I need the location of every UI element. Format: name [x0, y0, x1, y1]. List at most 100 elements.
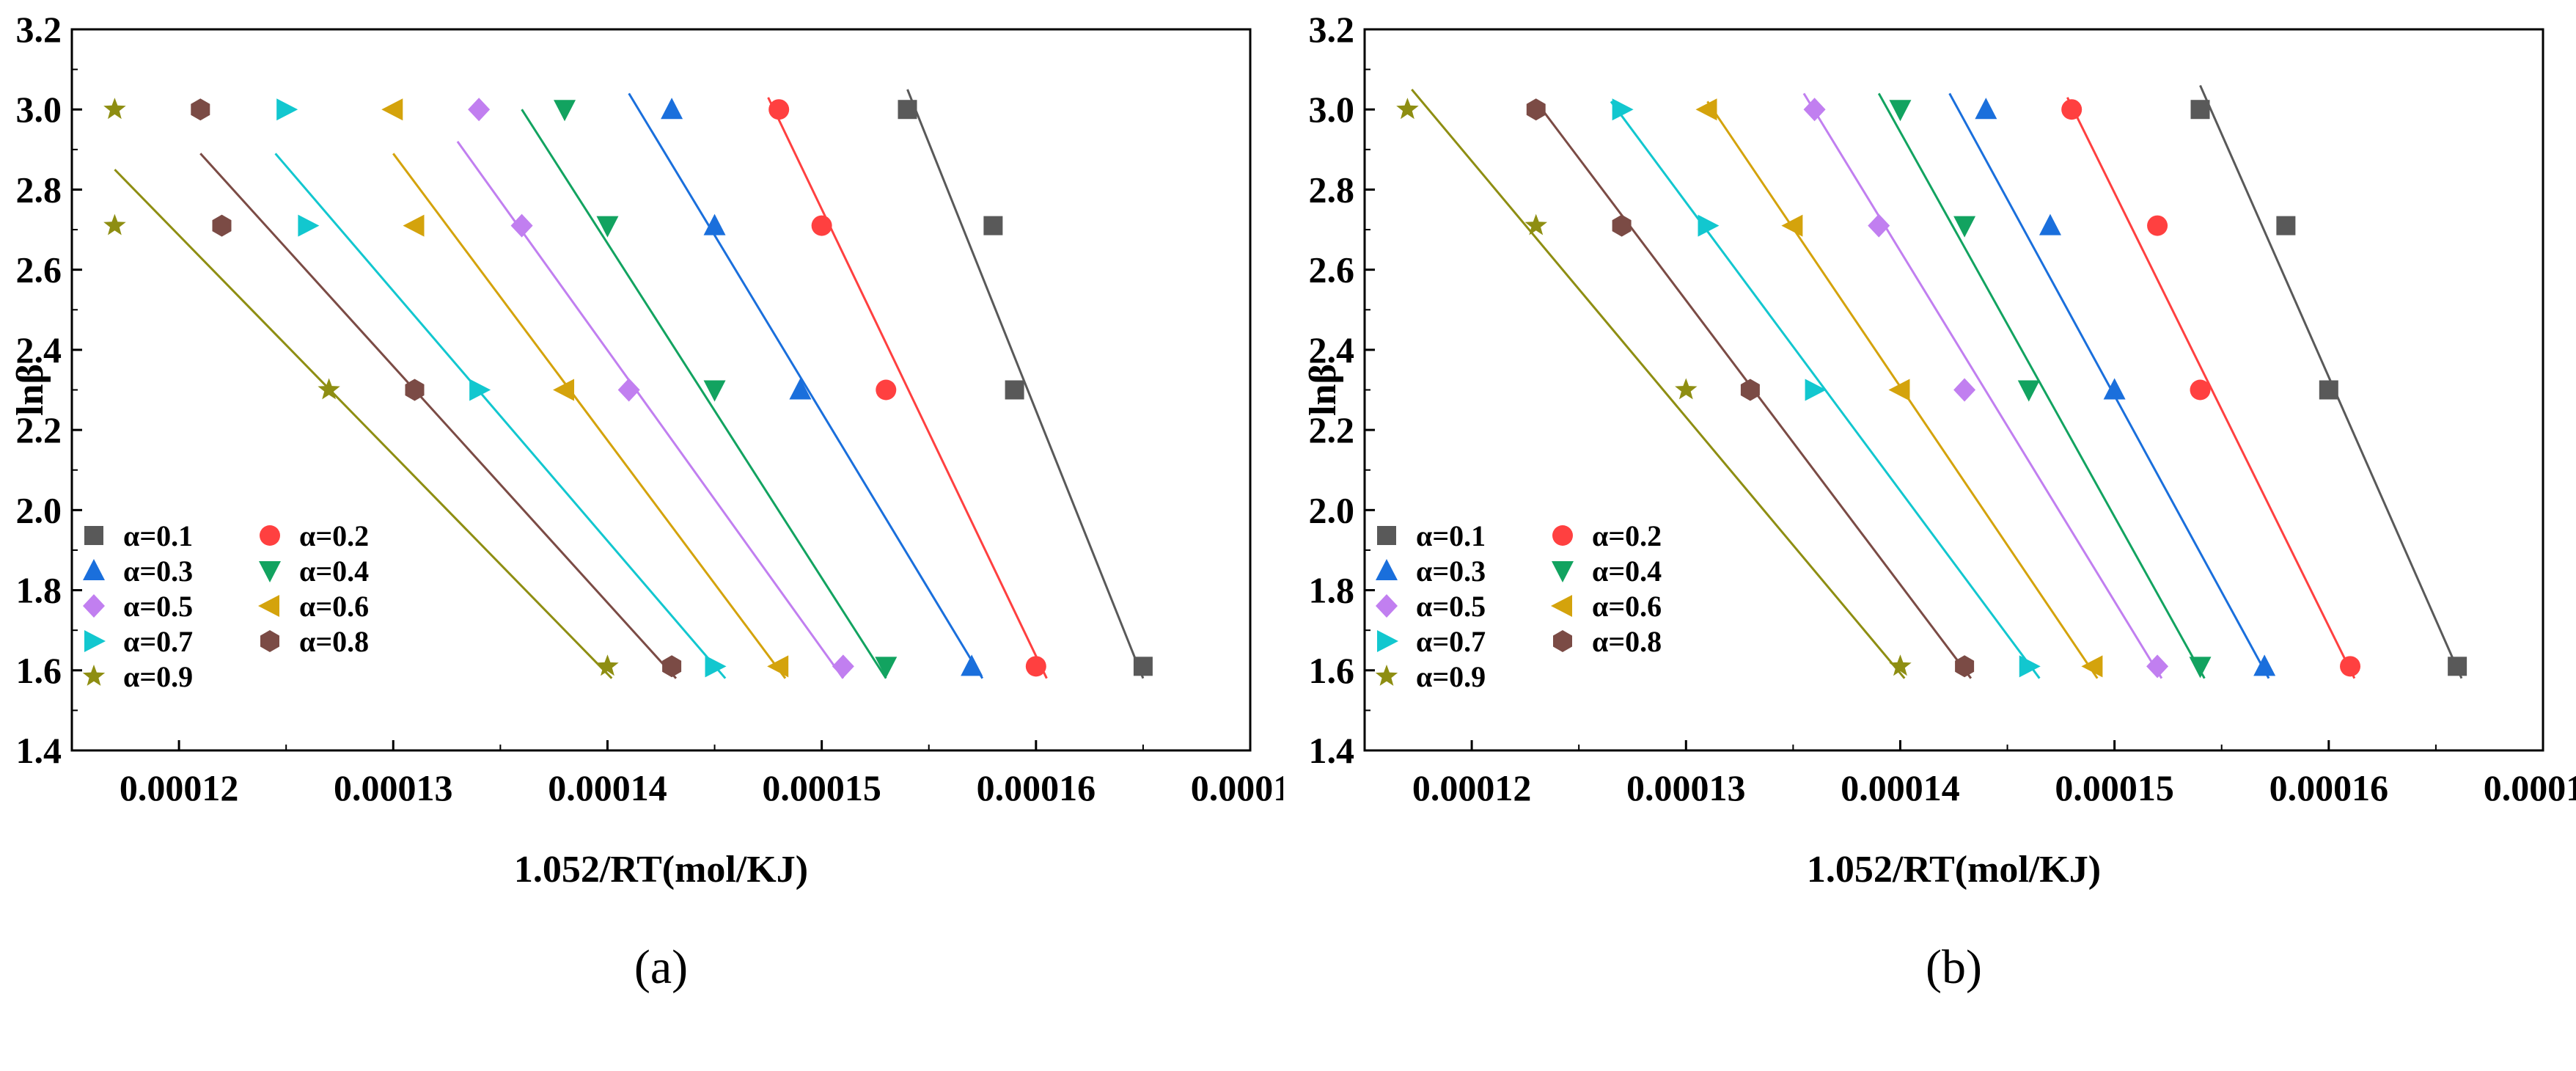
- data-point: [1675, 378, 1698, 400]
- data-point: [876, 379, 897, 401]
- fit-line: [1411, 88, 1906, 679]
- x-tick-label: 0.00015: [762, 767, 881, 808]
- fit-line: [906, 89, 1145, 679]
- legend-marker: [84, 526, 103, 545]
- x-tick-label: 0.00016: [2269, 767, 2389, 808]
- fit-lines: [1411, 84, 2463, 679]
- data-point: [596, 216, 619, 238]
- y-tick-label: 2.8: [1309, 169, 1355, 210]
- data-point: [662, 655, 682, 678]
- y-tick-label: 2.8: [16, 169, 62, 210]
- data-point: [1612, 98, 1634, 121]
- panel-label: (a): [634, 940, 688, 994]
- legend-entry: α=0.1: [123, 519, 193, 552]
- legend-entry: α=0.1: [1416, 519, 1486, 552]
- legend-marker: [1375, 665, 1398, 686]
- legend-entry: α=0.7: [1416, 625, 1486, 658]
- fit-line: [521, 109, 887, 679]
- x-tick-label: 0.00016: [977, 767, 1096, 808]
- data-point: [1396, 98, 1419, 120]
- scatter-chart-a: 1.41.61.82.02.22.42.62.83.03.20.00012 0.0…: [10, 9, 1283, 994]
- data-point: [1889, 100, 1912, 122]
- legend-marker: [1552, 561, 1574, 582]
- fit-line: [392, 153, 787, 679]
- legend-entry: α=0.9: [123, 660, 193, 693]
- data-point: [403, 214, 425, 237]
- y-tick-label: 3.0: [16, 89, 62, 130]
- legend-marker: [260, 525, 280, 546]
- data-point: [705, 655, 727, 678]
- data-point: [510, 213, 533, 238]
- fit-line: [114, 169, 613, 679]
- legend-entry: α=0.6: [1592, 590, 1662, 623]
- data-point: [2190, 100, 2210, 120]
- data-point: [2061, 99, 2083, 120]
- y-tick-label: 2.0: [1309, 489, 1355, 530]
- data-point: [1698, 214, 1720, 237]
- data-point: [2340, 656, 2361, 677]
- y-tick-label: 2.4: [1309, 329, 1355, 370]
- data-point: [469, 379, 491, 401]
- y-tick-label: 3.2: [16, 9, 62, 50]
- data-points: [1396, 98, 2467, 679]
- x-tick-label: 0.00014: [548, 767, 667, 808]
- y-tick-label: 3.2: [1309, 9, 1355, 50]
- data-point: [1889, 654, 1912, 676]
- data-point: [2146, 654, 2169, 679]
- data-point: [617, 378, 640, 402]
- data-point: [1695, 98, 1717, 121]
- data-point: [898, 100, 917, 120]
- legend-marker: [1377, 630, 1398, 652]
- data-point: [1953, 216, 1976, 238]
- data-point: [468, 98, 491, 122]
- legend-entry: α=0.9: [1416, 660, 1486, 693]
- x-tick-label: 0.00013: [1626, 767, 1746, 808]
- data-points: [103, 98, 1153, 679]
- fit-line: [628, 92, 984, 679]
- y-axis-title: lnβ: [1302, 364, 1344, 416]
- legend-entry: α=0.2: [299, 519, 369, 552]
- fit-line: [1948, 92, 2270, 679]
- legend-entry: α=0.7: [123, 625, 193, 658]
- data-point: [103, 213, 126, 235]
- data-point: [983, 216, 1003, 235]
- legend-entry: α=0.2: [1592, 519, 1662, 552]
- data-point: [661, 98, 683, 120]
- x-tick-label: 0.00017: [1191, 767, 1283, 808]
- y-tick-label: 1.8: [1309, 570, 1355, 611]
- legend-entry: α=0.5: [123, 590, 193, 623]
- data-point: [553, 379, 575, 401]
- data-point: [2147, 215, 2168, 236]
- legend-marker: [259, 561, 281, 582]
- data-point: [405, 379, 425, 401]
- data-point: [1133, 657, 1153, 676]
- data-point: [1005, 380, 1024, 400]
- data-point: [703, 380, 726, 402]
- scatter-chart-b: 1.41.61.82.02.22.42.62.83.03.20.00012 0.0…: [1302, 9, 2576, 994]
- fit-line: [1877, 92, 2206, 679]
- chart-panel-b: 1.4 1.6 1.8 2.0 2.2 2.4 2.6 2.8 3.0 3.2 0.00012 0.0…: [1293, 0, 2576, 1071]
- y-tick-labels: 1.4 1.6 1.8 2.0 2.2 2.4 2.6 2.8 3.0 3.2: [16, 9, 62, 771]
- data-point: [2319, 380, 2338, 400]
- data-point: [2103, 378, 2126, 400]
- legend-marker: [1551, 595, 1572, 617]
- y-tick-label: 2.4: [16, 329, 62, 370]
- legend-entry: α=0.8: [299, 625, 369, 658]
- x-tick-label: 0.00012: [1412, 767, 1531, 808]
- data-point: [1025, 656, 1046, 677]
- data-point: [768, 99, 790, 120]
- data-point: [2081, 655, 2103, 678]
- data-point: [2276, 216, 2296, 235]
- y-tick-labels: 1.4 1.6 1.8 2.0 2.2 2.4 2.6 2.8 3.0 3.2: [1309, 9, 1355, 771]
- data-point: [298, 214, 320, 237]
- y-tick-label: 3.0: [1309, 89, 1355, 130]
- legend-entry: α=0.8: [1592, 625, 1662, 658]
- data-point: [103, 98, 126, 120]
- data-point: [2019, 655, 2041, 678]
- legend-marker: [1376, 559, 1398, 580]
- data-point: [2189, 657, 2212, 679]
- y-tick-label: 1.6: [16, 650, 62, 691]
- x-axis-title: 1.052/RT(mol/KJ): [1807, 849, 2101, 891]
- fit-line: [274, 153, 727, 679]
- y-tick-label: 2.0: [16, 489, 62, 530]
